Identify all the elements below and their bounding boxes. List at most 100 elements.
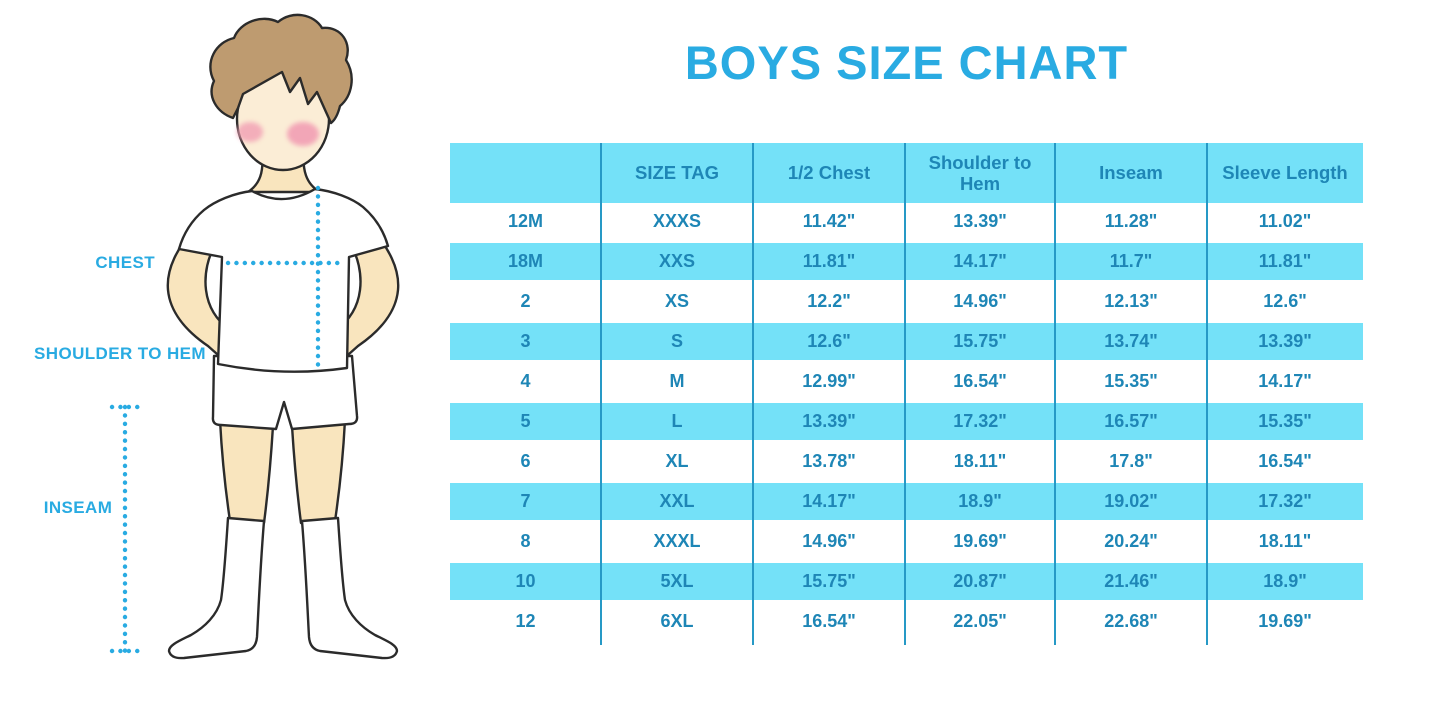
value-cell: 13.74" [1104,331,1158,352]
value-cell: M [669,371,685,392]
table-header-cell: Shoulder to Hem [928,151,1032,194]
value-cell: 6XL [660,611,694,632]
cheek-right [287,122,319,146]
value-cell: 18.11" [1258,531,1312,552]
table-header-cell: Inseam [1099,162,1163,184]
column-divider [904,143,906,645]
value-cell: 12.99" [802,371,856,392]
inseam-label: INSEAM [44,498,113,517]
row-label-cell: 7 [520,491,531,512]
row-label-cell: 2 [520,291,531,312]
value-cell: 17.32" [953,411,1007,432]
cheek-left [237,122,263,142]
value-cell: S [670,331,683,352]
value-cell: 12.13" [1104,291,1158,312]
value-cell: 13.39" [953,211,1007,232]
value-cell: 12.6" [807,331,851,352]
value-cell: 16.54" [1258,451,1312,472]
table-row: 4 M 12.99" 16.54" 15.35" 14.17" [450,363,1363,403]
table-row: 2 XS 12.2" 14.96" 12.13" 12.6" [450,283,1363,323]
row-label-cell: 3 [520,331,531,352]
row-label-cell: 10 [515,571,536,592]
row-label-cell: 12 [515,611,536,632]
value-cell: 15.75" [953,331,1007,352]
hair [209,13,353,125]
value-cell: 12.6" [1263,291,1307,312]
column-divider [1054,143,1056,645]
value-cell: 15.75" [802,571,856,592]
head [209,13,353,172]
row-label-cell: 6 [520,451,531,472]
column-divider [600,143,602,645]
table-header-row: SIZE TAG 1/2 Chest Shoulder to Hem Inseam Sl… [450,143,1363,203]
value-cell: 22.05" [953,611,1007,632]
value-cell: 18.9" [1263,571,1307,592]
shoulder-to-hem-label: SHOULDER TO HEM [34,344,206,363]
value-cell: 13.78" [802,451,856,472]
page-title: BOYS SIZE CHART [684,36,1129,89]
table-row: 10 5XL 15.75" 20.87" 21.46" 18.9" [450,563,1363,603]
t-shirt [177,187,390,373]
column-divider [1206,143,1208,645]
table-row: 7 XXL 14.17" 18.9" 19.02" 17.32" [450,483,1363,523]
row-label-cell: 4 [520,371,531,392]
value-cell: 16.57" [1104,411,1158,432]
value-cell: 19.69" [953,531,1007,552]
table-header-cell: Sleeve Length [1222,162,1348,184]
value-cell: 20.24" [1104,531,1158,552]
legs [218,418,347,525]
value-cell: XXXL [653,531,701,552]
value-cell: 13.39" [1258,331,1312,352]
boy-measurement-figure: CHEST SHOULDER TO HEM INSEAM [0,0,450,723]
value-cell: XXXS [652,211,702,232]
value-cell: 16.54" [953,371,1007,392]
table-row: 3 S 12.6" 15.75" 13.74" 13.39" [450,323,1363,363]
value-cell: 19.69" [1258,611,1312,632]
value-cell: L [671,411,683,432]
table-row: 18M XXS 11.81" 14.17" 11.7" 11.81" [450,243,1363,283]
row-label-cell: 5 [520,411,531,432]
row-label-cell: 8 [520,531,531,552]
value-cell: 15.35" [1258,411,1312,432]
chest-label: CHEST [95,253,155,272]
value-cell: 21.46" [1104,571,1158,592]
value-cell: 17.8" [1109,451,1153,472]
value-cell: 11.28" [1104,211,1158,232]
value-cell: XL [665,451,689,472]
value-cell: 16.54" [802,611,856,632]
table-row: 5 L 13.39" 17.32" 16.57" 15.35" [450,403,1363,443]
table-row: 12M XXXS 11.42" 13.39" 11.28" 11.02" [450,203,1363,243]
value-cell: 11.02" [1258,211,1312,232]
value-cell: 20.87" [953,571,1007,592]
value-cell: 14.17" [953,251,1007,272]
value-cell: XXS [658,251,696,272]
value-cell: 14.17" [802,491,856,512]
value-cell: 12.2" [807,291,851,312]
table-header-cell-empty [450,143,601,203]
value-cell: 14.17" [1258,371,1312,392]
value-cell: 18.11" [953,451,1007,472]
value-cell: 19.02" [1104,491,1158,512]
table-header-cell: 1/2 Chest [787,162,871,184]
row-label-cell: 18M [507,251,543,272]
value-cell: 11.81" [802,251,856,272]
value-cell: 14.96" [953,291,1007,312]
value-cell: 22.68" [1104,611,1158,632]
value-cell: 15.35" [1104,371,1158,392]
row-label-cell: 12M [507,211,543,232]
value-cell: 14.96" [802,531,856,552]
size-table: SIZE TAG 1/2 Chest Shoulder to Hem Inseam Sl… [450,143,1363,645]
value-cell: 18.9" [958,491,1002,512]
value-cell: 17.32" [1258,491,1312,512]
boy-figure-svg: CHEST SHOULDER TO HEM INSEAM [34,13,400,660]
value-cell: 5XL [660,571,694,592]
column-divider [752,143,754,645]
table-row: 6 XL 13.78" 18.11" 17.8" 16.54" [450,443,1363,483]
value-cell: 11.42" [802,211,856,232]
table-row: 8 XXXL 14.96" 19.69" 20.24" 18.11" [450,523,1363,563]
shorts [211,354,359,431]
table-body: 12M XXXS 11.42" 13.39" 11.28" 11.02" 18M XXS 11.… [450,203,1363,643]
arms [166,226,400,364]
measurement-guides [109,185,347,654]
